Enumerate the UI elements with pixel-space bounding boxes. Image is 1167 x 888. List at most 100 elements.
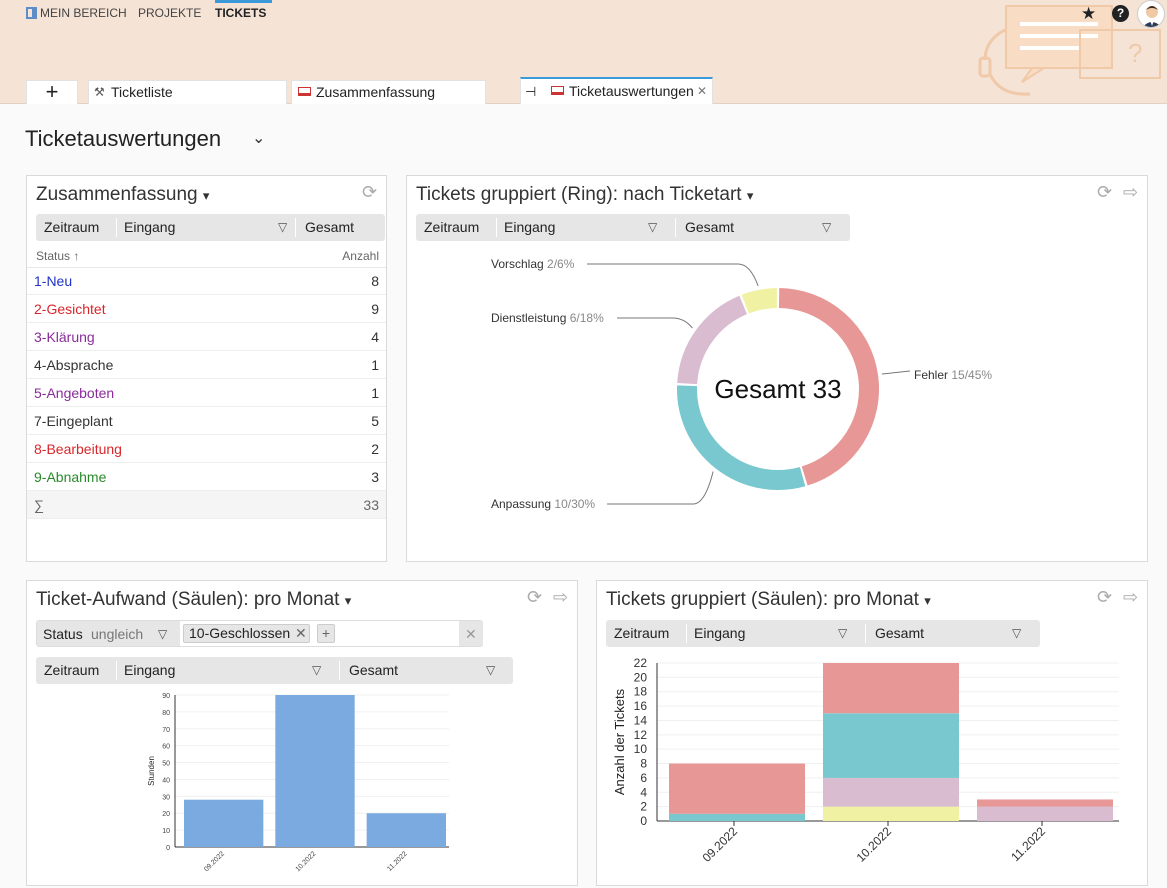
chevron-down-icon[interactable]: ▽ [312, 663, 322, 677]
ring-label-value: 15/45% [951, 368, 992, 382]
filter-gesamt[interactable]: Gesamt [305, 219, 355, 235]
table-row[interactable]: 1-Neu 8 [27, 267, 386, 295]
chevron-down-icon[interactable]: ▽ [648, 220, 658, 234]
table-header: Status ↑ Anzahl [27, 248, 386, 268]
y-tick-label: 60 [162, 744, 170, 751]
status-label: 4-Absprache [34, 357, 114, 373]
grouped-title[interactable]: Tickets gruppiert (Säulen): pro Monat ▾ [606, 589, 931, 610]
column-status[interactable]: Status ↑ [36, 249, 80, 263]
add-chip-button[interactable]: + [317, 624, 335, 643]
chevron-down-icon[interactable]: ▽ [486, 663, 496, 677]
refresh-icon[interactable]: ⟳ [527, 587, 543, 607]
column-anzahl[interactable]: Anzahl [342, 249, 379, 263]
tab-label: Zusammenfassung [316, 84, 436, 100]
table-row[interactable]: 9-Abnahme 3 [27, 463, 386, 491]
ring-title[interactable]: Tickets gruppiert (Ring): nach Ticketart… [416, 184, 754, 205]
y-tick-label: 90 [162, 693, 170, 700]
x-tick-label: 10.2022 [854, 824, 895, 865]
count-value: 9 [371, 301, 379, 317]
filter-zeitraum[interactable]: Zeitraum [614, 625, 670, 641]
table-row[interactable]: 3-Klärung 4 [27, 323, 386, 351]
y-tick-label: 50 [162, 761, 170, 768]
status-label: 7-Eingeplant [34, 413, 113, 429]
tools-icon: ⚒ [94, 85, 105, 99]
count-value: 3 [371, 469, 379, 485]
filter-gesamt[interactable]: Gesamt [875, 625, 925, 641]
table-row[interactable]: 8-Bearbeitung 2 [27, 435, 386, 463]
table-row[interactable]: 4-Absprache 1 [27, 351, 386, 379]
nav-tickets[interactable]: TICKETS [215, 6, 267, 20]
export-icon[interactable]: ⇨ [553, 587, 569, 607]
tab-ticketauswertungen[interactable]: ⊣ Ticketauswertungen ✕ [520, 77, 713, 104]
filter-zeitraum[interactable]: Zeitraum [44, 662, 100, 678]
nav-projekte[interactable]: PROJEKTE [138, 6, 202, 20]
table-row[interactable]: 2-Gesichtet 9 [27, 295, 386, 323]
refresh-icon[interactable]: ⟳ [1097, 587, 1113, 607]
bar-09.2022 [184, 799, 264, 847]
pin-icon[interactable]: ⊣ [525, 84, 537, 99]
export-icon[interactable]: ⇨ [1123, 587, 1139, 607]
status-label: 3-Klärung [34, 329, 95, 345]
star-icon[interactable]: ★ [1081, 4, 1097, 23]
filter-zeitraum[interactable]: Zeitraum [424, 219, 480, 235]
chart-icon [298, 87, 311, 96]
ring-label-name: Vorschlag [491, 257, 547, 271]
x-tick-label: 11.2022 [386, 850, 409, 873]
y-tick-label: 70 [162, 727, 170, 734]
filter-eingang[interactable]: Eingang [124, 219, 176, 235]
tab-zusammenfassung[interactable]: Zusammenfassung [291, 80, 486, 104]
refresh-icon[interactable]: ⟳ [1097, 182, 1113, 202]
chevron-down-icon[interactable]: ▽ [822, 220, 832, 234]
status-label: 2-Gesichtet [34, 301, 106, 317]
summary-title[interactable]: Zusammenfassung ▾ [36, 184, 210, 205]
y-tick-label: 10 [634, 742, 648, 756]
chevron-down-icon[interactable]: ▽ [278, 220, 288, 234]
filter-zeitraum[interactable]: Zeitraum [44, 219, 100, 235]
count-value: 1 [371, 385, 379, 401]
tab-label: Ticketliste [111, 84, 173, 100]
chevron-down-icon: ▾ [746, 188, 754, 203]
filter-eingang[interactable]: Eingang [694, 625, 746, 641]
help-icon[interactable]: ? [1112, 5, 1129, 22]
filter-chip[interactable] [183, 624, 310, 643]
chevron-down-icon[interactable]: ▽ [838, 626, 848, 640]
filter-eingang[interactable]: Eingang [504, 219, 556, 235]
sum-value: 33 [363, 497, 379, 513]
aufwand-chart: 0 10 20 30 40 50 60 70 80 90 Stunden 09.2022 10.2022… [147, 693, 449, 873]
filter-gesamt[interactable]: Gesamt [349, 662, 399, 678]
home-grid-icon[interactable] [26, 7, 37, 19]
summary-panel: Zusammenfassung ▾ ⟳ Zeitraum Eingang ▽ G… [26, 175, 387, 562]
filter-gesamt[interactable]: Gesamt [685, 219, 735, 235]
tab-ticketliste[interactable]: ⚒ Ticketliste [88, 80, 287, 104]
refresh-icon[interactable]: ⟳ [362, 182, 378, 202]
clear-icon[interactable]: ✕ [465, 626, 477, 642]
filter-operator[interactable]: ungleich [91, 626, 144, 642]
ring-leader-line [617, 317, 693, 329]
chevron-down-icon[interactable]: ▽ [158, 627, 168, 641]
chevron-down-icon[interactable]: ⌄ [252, 130, 266, 147]
chevron-down-icon[interactable]: ▽ [1012, 626, 1022, 640]
y-tick-label: 2 [640, 800, 647, 814]
y-tick-label: 4 [640, 785, 647, 799]
close-icon[interactable]: ✕ [295, 625, 307, 641]
export-icon[interactable]: ⇨ [1123, 182, 1139, 202]
ring-label-anpassung: Anpassung 10/30% [491, 497, 595, 511]
ring-label-value: 6/18% [570, 311, 604, 325]
add-tab-button[interactable]: + [26, 80, 78, 104]
y-tick-label: 20 [634, 670, 648, 684]
filter-eingang[interactable]: Eingang [124, 662, 176, 678]
user-avatar[interactable] [1137, 0, 1165, 28]
y-axis-label: Anzahl der Tickets [612, 688, 627, 795]
nav-mein-bereich[interactable]: MEIN BEREICH [40, 6, 127, 20]
y-tick-label: 0 [166, 845, 170, 852]
table-row[interactable]: 5-Angeboten 1 [27, 379, 386, 407]
page-title: Ticketauswertungen [25, 126, 222, 151]
aufwand-title[interactable]: Ticket-Aufwand (Säulen): pro Monat ▾ [36, 589, 352, 610]
bar-dienstleistung-10.2022 [823, 777, 959, 807]
close-icon[interactable]: ✕ [697, 84, 708, 98]
filter-status[interactable]: Status [43, 626, 83, 642]
app-header: MEIN BEREICH PROJEKTE TICKETS ? ★ ? + ⚒ … [0, 0, 1167, 104]
y-tick-label: 16 [634, 699, 648, 713]
table-row[interactable]: 7-Eingeplant 5 [27, 407, 386, 435]
ring-label-dienstleistung: Dienstleistung 6/18% [491, 311, 604, 325]
